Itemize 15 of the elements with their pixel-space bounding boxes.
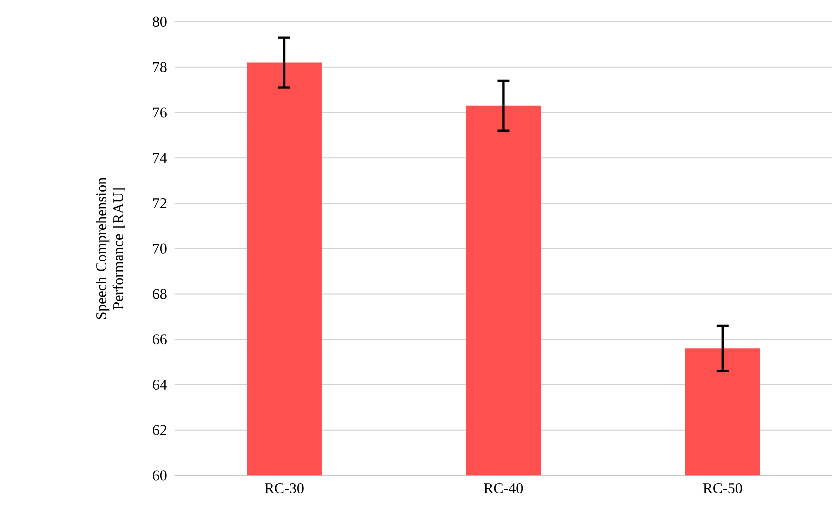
y-tick-label: 78 <box>153 62 167 73</box>
y-tick-label: 66 <box>153 334 167 345</box>
x-tick-label: RC-40 <box>484 484 524 494</box>
y-tick-label: 74 <box>153 153 168 164</box>
y-tick-label: 80 <box>153 17 167 28</box>
y-axis-title: Speech Comprehension Performance [RAU] <box>96 178 126 320</box>
x-tick-label: RC-50 <box>703 484 742 494</box>
y-tick-label: 76 <box>153 108 167 118</box>
y-tick-label: 70 <box>153 244 167 254</box>
y-tick-label: 68 <box>153 289 167 300</box>
x-tick-label: RC-30 <box>265 484 304 494</box>
y-tick-label: 72 <box>153 198 167 209</box>
y-tick-label: 60 <box>153 470 167 481</box>
y-tick-label: 62 <box>153 425 167 436</box>
y-tick-label: 64 <box>153 380 168 390</box>
